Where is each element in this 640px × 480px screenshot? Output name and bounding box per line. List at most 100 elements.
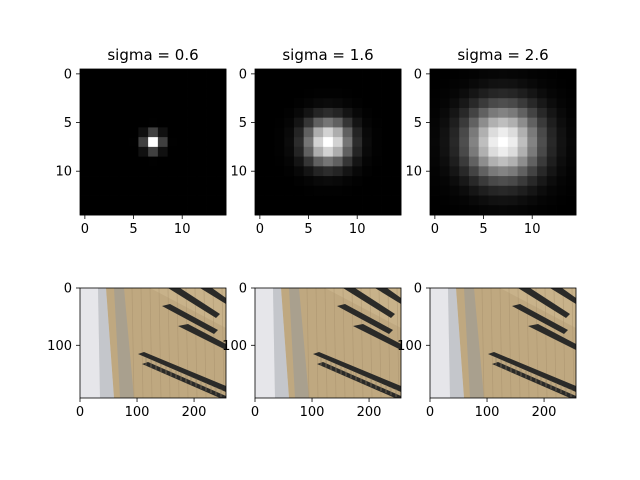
heatmap-cell	[118, 98, 130, 109]
heatmap-cell	[498, 88, 509, 99]
heatmap-cell	[371, 107, 382, 119]
heatmap-cell	[196, 156, 207, 167]
heatmap-cell	[89, 69, 100, 80]
heatmap-cell	[478, 185, 489, 196]
heatmap-cell	[284, 78, 295, 89]
heatmap-cell	[352, 117, 363, 128]
heatmap-cell	[264, 107, 275, 119]
heatmap-cell	[566, 205, 577, 216]
heatmap-cell	[255, 176, 266, 187]
heatmap-cell	[362, 137, 373, 148]
heatmap-cell	[89, 156, 100, 167]
heatmap-cell	[527, 107, 538, 119]
heatmap-cell	[430, 69, 441, 80]
heatmap-cell	[498, 205, 509, 216]
heatmap-cell	[128, 176, 139, 187]
heatmap-cell	[293, 146, 305, 157]
image-panel-1: 0 100 200 0 100	[47, 282, 227, 420]
photo-ytick-label: 100	[47, 339, 72, 354]
heatmap-cell	[537, 88, 548, 99]
heatmap-cell	[566, 137, 577, 148]
heatmap-cell	[196, 176, 207, 187]
panel-seam	[158, 288, 162, 398]
heatmap-cell	[449, 107, 460, 119]
heatmap-cell	[439, 146, 450, 157]
heatmap-cell	[177, 69, 188, 80]
heatmap-cell	[391, 185, 402, 196]
kernel-panel-1: sigma = 0.6 0 5 10 0 5 10	[55, 46, 227, 237]
window-row	[337, 304, 393, 334]
heatmap-cell	[498, 195, 509, 206]
heatmap-cell	[109, 69, 120, 80]
heatmap-cell	[507, 205, 518, 216]
heatmap-cell	[196, 185, 207, 196]
heatmap-cell	[128, 117, 139, 128]
heatmap-cell	[488, 185, 499, 196]
heatmap-cell	[381, 137, 392, 148]
heatmap-cell	[177, 146, 188, 157]
panel-seam	[499, 288, 503, 398]
heatmap-cell	[80, 195, 91, 206]
window-row	[138, 352, 226, 392]
heatmap-cell	[342, 176, 353, 187]
heatmap-cell	[109, 146, 120, 157]
heatmap-cell	[459, 146, 470, 157]
heatmap-cell	[468, 156, 480, 167]
heatmap-cell	[255, 127, 266, 138]
photo-xtick-label: 200	[357, 405, 382, 420]
heatmap-cell	[332, 78, 343, 89]
heatmap-cell	[293, 185, 305, 196]
heatmap-cell	[498, 185, 509, 196]
heatmap-cell	[206, 117, 217, 128]
heatmap-cell	[157, 88, 168, 99]
heatmap-cell	[546, 166, 557, 177]
heatmap-cell	[468, 69, 480, 80]
heatmap-cell	[556, 117, 567, 128]
heatmap-cell	[498, 107, 509, 119]
heatmap-cell	[206, 146, 217, 157]
heatmap-cell	[99, 205, 110, 216]
heatmap-cell	[255, 98, 266, 109]
heatmap-cell	[255, 78, 266, 89]
heatmap-cell	[507, 98, 518, 109]
heatmap-cell	[430, 78, 441, 89]
glass-panel	[255, 288, 275, 398]
heatmap-cell	[381, 195, 392, 206]
heatmap-cell	[556, 156, 567, 167]
heatmap-cell	[332, 69, 343, 80]
heatmap-cell	[459, 69, 470, 80]
heatmap-cell	[177, 176, 188, 187]
heatmap-cell	[332, 98, 343, 109]
heatmap-cell	[138, 69, 149, 80]
heatmap-cell	[187, 176, 198, 187]
heatmap-cell	[498, 78, 509, 89]
heatmap-cell	[478, 137, 489, 148]
heatmap-cell	[167, 195, 178, 206]
heatmap-cell	[352, 146, 363, 157]
heatmap-cell	[80, 88, 91, 99]
heatmap-cell	[342, 88, 353, 99]
heatmap-cell	[478, 69, 489, 80]
heatmap-cell	[167, 127, 178, 138]
panel-title: sigma = 1.6	[282, 46, 373, 64]
axes-frame	[79, 287, 227, 399]
heatmap-cell	[109, 205, 120, 216]
heatmap-cell	[459, 117, 470, 128]
panel-seam	[481, 288, 485, 398]
heatmap-cell	[323, 117, 334, 128]
heatmap-cell	[99, 98, 110, 109]
photo-xtick-label: 200	[182, 405, 207, 420]
heatmap-cell	[157, 69, 168, 80]
heatmap-cell	[138, 98, 149, 109]
heatmap-cell	[118, 176, 130, 187]
heatmap-cell	[293, 88, 305, 99]
heatmap-cell	[507, 146, 518, 157]
heatmap-cell	[507, 185, 518, 196]
heatmap-cell	[566, 127, 577, 138]
heatmap-cell	[167, 166, 178, 177]
window-row	[168, 288, 220, 318]
heatmap-cell	[303, 185, 314, 196]
heatmap-cell	[89, 146, 100, 157]
heatmap-cell	[264, 88, 275, 99]
heatmap-cell	[264, 195, 275, 206]
